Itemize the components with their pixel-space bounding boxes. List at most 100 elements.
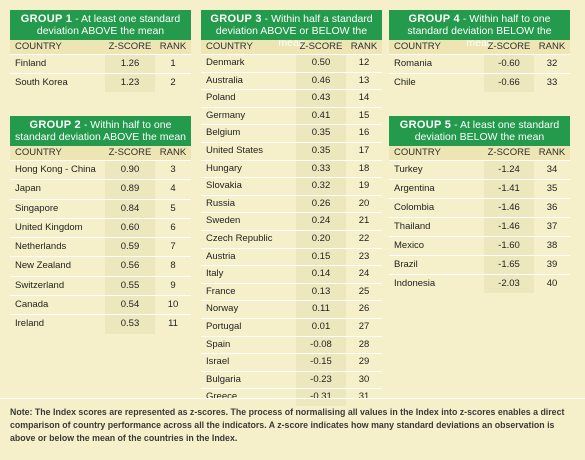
group4-title-description: - Within half to one standard deviation …: [407, 13, 552, 49]
cell-country: Austria: [206, 250, 236, 262]
cell-rank: 10: [167, 299, 179, 311]
column-header-zscore: Z-SCORE: [487, 41, 531, 52]
cell-rank: 25: [358, 285, 370, 297]
column-header-zscore: Z-SCORE: [108, 147, 152, 158]
cell-country: Romania: [394, 58, 433, 69]
table-row: Chile -0.66 33: [389, 73, 570, 92]
table-row: Greece -0.31 31: [201, 388, 382, 406]
cell-zscore: 0.56: [105, 257, 155, 276]
group3-title-description: - Within half a standard deviation ABOVE…: [215, 13, 373, 49]
cell-rank: 21: [358, 215, 370, 227]
table-row: Brazil -1.65 39: [389, 255, 570, 274]
cell-rank: 9: [170, 279, 176, 291]
table-row: Japan 0.89 4: [10, 179, 191, 199]
cell-country: Indonesia: [394, 278, 436, 289]
group4-table: GROUP 4 - Within half to one standard de…: [389, 10, 570, 92]
group2-title: GROUP 2 - Within half to one standard de…: [10, 116, 191, 146]
cell-zscore: 0.20: [296, 230, 346, 248]
cell-rank: 24: [358, 268, 370, 280]
column-header-country: COUNTRY: [394, 147, 441, 158]
cell-country: United States: [206, 144, 264, 156]
cell-country: Switzerland: [15, 279, 65, 291]
column-header-rank: RANK: [159, 41, 187, 52]
footer-divider: [0, 398, 585, 399]
cell-country: Russia: [206, 197, 236, 209]
group3-table: GROUP 3 - Within half a standard deviati…: [201, 10, 382, 406]
group5-title: GROUP 5 - At least one standard deviatio…: [389, 116, 570, 146]
table-row: Australia 0.46 13: [201, 71, 382, 90]
cell-country: Canada: [15, 299, 49, 311]
group1-title: GROUP 1 - At least one standard deviatio…: [10, 10, 191, 40]
cell-country: Germany: [206, 109, 246, 121]
cell-zscore: 0.15: [296, 248, 346, 266]
cell-rank: 28: [358, 338, 370, 350]
column-header-zscore: Z-SCORE: [487, 147, 531, 158]
group3-title: GROUP 3 - Within half a standard deviati…: [201, 10, 382, 49]
cell-zscore: -0.08: [296, 336, 346, 354]
cell-rank: 7: [170, 241, 176, 253]
table-row: Singapore 0.84 5: [10, 198, 191, 218]
table-row: Thailand -1.46 37: [389, 217, 570, 236]
cell-zscore: -1.24: [484, 161, 534, 179]
cell-zscore: -0.60: [484, 55, 534, 73]
cell-country: Australia: [206, 74, 243, 86]
cell-zscore: 0.14: [296, 266, 346, 283]
cell-country: Finland: [15, 58, 47, 69]
cell-country: France: [206, 285, 236, 297]
cell-rank: 29: [358, 356, 370, 368]
cell-country: South Korea: [15, 77, 68, 88]
cell-rank: 33: [546, 77, 558, 88]
cell-rank: 12: [358, 57, 370, 68]
cell-country: United Kingdom: [15, 221, 83, 233]
footnote: Note: The Index scores are represented a…: [10, 407, 565, 443]
cell-rank: 19: [358, 180, 370, 192]
cell-zscore: 0.26: [296, 195, 346, 213]
group5-table: GROUP 5 - At least one standard deviatio…: [389, 116, 570, 293]
table-row: Spain -0.08 28: [201, 335, 382, 354]
cell-country: Sweden: [206, 215, 241, 227]
group1-table: GROUP 1 - At least one standard deviatio…: [10, 10, 191, 92]
cell-zscore: 0.59: [105, 238, 155, 257]
column-header-rank: RANK: [538, 147, 566, 158]
cell-zscore: -1.65: [484, 256, 534, 274]
cell-rank: 2: [170, 77, 176, 88]
cell-zscore: -0.66: [484, 74, 534, 92]
cell-zscore: 0.41: [296, 107, 346, 125]
cell-country: Bulgaria: [206, 373, 241, 385]
cell-zscore: 0.90: [105, 161, 155, 180]
table-row: Austria 0.15 23: [201, 247, 382, 266]
cell-rank: 26: [358, 303, 370, 315]
table-row: Bulgaria -0.23 30: [201, 370, 382, 389]
cell-country: Japan: [15, 183, 41, 195]
cell-rank: 36: [546, 202, 558, 213]
cell-rank: 27: [358, 320, 370, 332]
cell-zscore: -0.31: [296, 389, 346, 406]
cell-rank: 5: [170, 202, 176, 214]
table-row: Norway 0.11 26: [201, 300, 382, 318]
cell-zscore: 0.35: [296, 142, 346, 160]
cell-zscore: 0.43: [296, 90, 346, 107]
cell-zscore: 0.11: [296, 301, 346, 318]
cell-rank: 32: [546, 58, 558, 69]
cell-zscore: -2.03: [484, 275, 534, 293]
cell-zscore: -1.46: [484, 218, 534, 236]
cell-country: Italy: [206, 268, 224, 280]
cell-country: Mexico: [394, 240, 425, 251]
column-header-rank: RANK: [350, 41, 378, 52]
cell-rank: 15: [358, 109, 370, 121]
table-row: Switzerland 0.55 9: [10, 275, 191, 296]
cell-country: Turkey: [394, 164, 423, 175]
table-row: Argentina -1.41 35: [389, 179, 570, 198]
cell-rank: 34: [546, 164, 558, 175]
table-row: Netherlands 0.59 7: [10, 237, 191, 257]
cell-rank: 38: [546, 240, 558, 251]
cell-rank: 23: [358, 250, 370, 262]
cell-country: Brazil: [394, 259, 418, 270]
cell-zscore: 0.24: [296, 213, 346, 230]
table-row: United States 0.35 17: [201, 141, 382, 160]
column-header-row: COUNTRY Z-SCORE RANK: [10, 146, 191, 160]
table-row: Russia 0.26 20: [201, 194, 382, 213]
cell-rank: 35: [546, 183, 558, 194]
column-header-row: COUNTRY Z-SCORE RANK: [10, 40, 191, 54]
cell-rank: 6: [170, 221, 176, 233]
